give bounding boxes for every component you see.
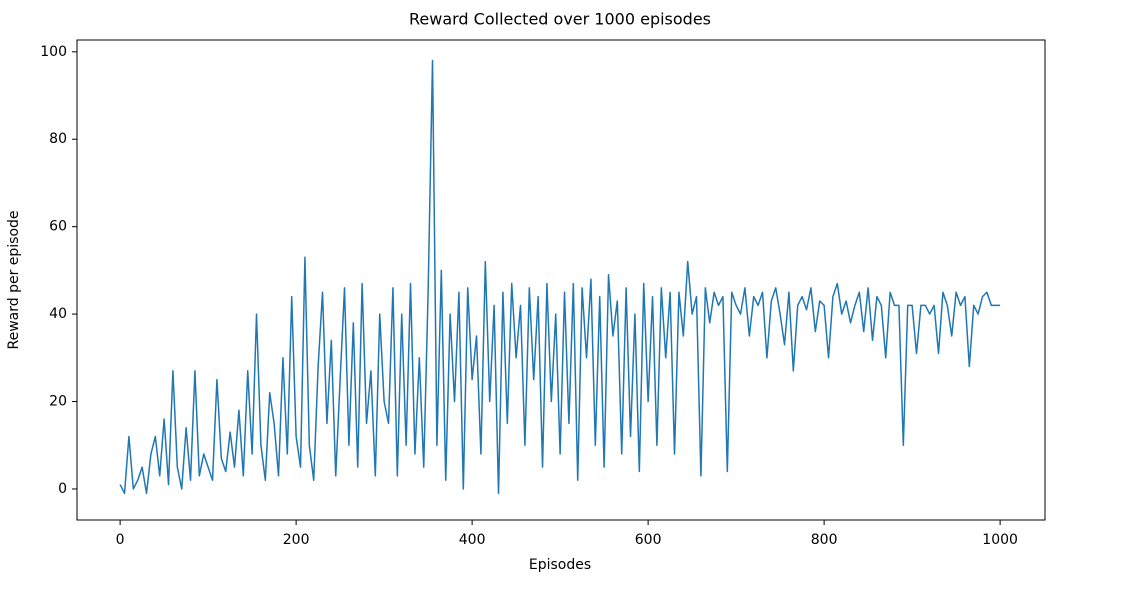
- x-tick-label: 600: [635, 532, 662, 548]
- y-tick-label: 60: [49, 219, 67, 235]
- y-axis-label: Reward per episode: [6, 210, 22, 349]
- x-tick-label: 1000: [982, 532, 1018, 548]
- chart-title: Reward Collected over 1000 episodes: [409, 10, 711, 29]
- x-tick-label: 200: [283, 532, 310, 548]
- y-tick-label: 100: [40, 44, 67, 60]
- y-tick-label: 40: [49, 306, 67, 322]
- x-tick-label: 0: [116, 532, 125, 548]
- x-tick-label: 800: [811, 532, 838, 548]
- plot-frame: [76, 39, 1046, 521]
- x-axis-label: Episodes: [529, 557, 591, 573]
- y-tick-label: 80: [49, 131, 67, 147]
- y-tick-label: 20: [49, 394, 67, 410]
- x-tick-label: 400: [459, 532, 486, 548]
- y-tick-label: 0: [58, 481, 67, 497]
- data-line: [119, 59, 1001, 495]
